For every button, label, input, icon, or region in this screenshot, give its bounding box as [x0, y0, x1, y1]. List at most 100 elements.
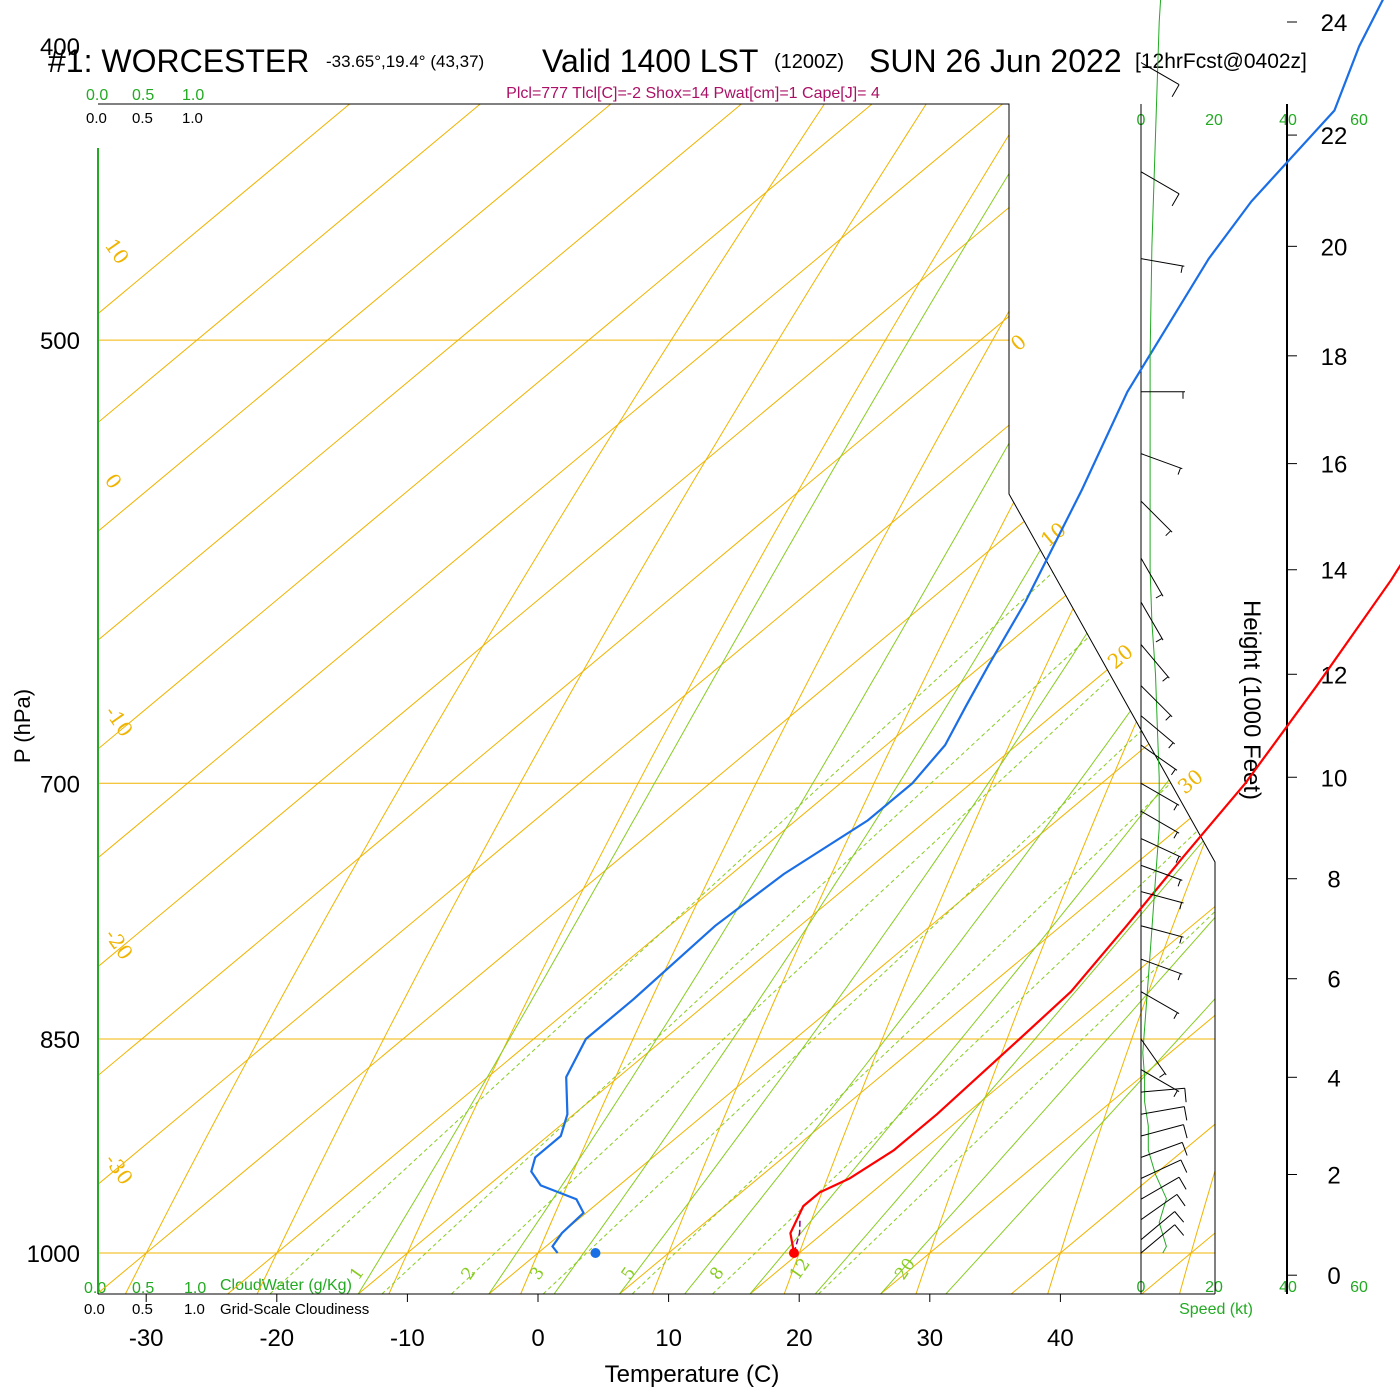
bottom-green-tick-0: 0.0: [84, 1280, 106, 1297]
dry-adiabat-line: [915, 104, 1215, 1294]
wind-barb-shaft: [1140, 838, 1182, 858]
isotherm-line: [98, 104, 1003, 1294]
speed-axis-label: Speed (kt): [1179, 1301, 1253, 1318]
wind-barb-shaft: [1140, 1159, 1182, 1179]
height-tick-label: 2: [1327, 1162, 1340, 1189]
dry-adiabat-line: [1311, 104, 1400, 1294]
mixing-ratio-label: 5: [618, 1264, 641, 1284]
isotherm-line: [357, 104, 1215, 1294]
mixing-ratio-label: 3: [526, 1264, 549, 1284]
wind-barb-flag: [1183, 1124, 1188, 1139]
wind-barb: [1140, 1038, 1167, 1078]
wind-speed-line: [1142, 0, 1167, 1254]
wind-barb-shaft: [1140, 500, 1173, 533]
moist-adiabat-line: [684, 104, 1215, 1294]
top-speed-tick-1: 20: [1205, 112, 1223, 129]
wind-barb-half-flag: [1177, 879, 1181, 887]
isotherm-label-right: 30: [1173, 764, 1208, 799]
temperature-tick-label: -10: [390, 1325, 425, 1352]
top-speed-tick-3: 60: [1350, 112, 1368, 129]
isotherm-line: [98, 104, 1215, 1294]
wind-barb: [1140, 258, 1185, 273]
isotherm-label-left: 0: [100, 469, 127, 493]
isotherm-label-left: -10: [100, 701, 138, 741]
isotherm-line: [98, 104, 742, 1294]
wind-barb-shaft: [1140, 1211, 1176, 1241]
temperature-tick-label: -20: [259, 1325, 294, 1352]
wind-barb: [1140, 1224, 1185, 1254]
top-black-tick-1: 0.5: [132, 110, 153, 127]
wind-barb-flag: [1176, 1194, 1186, 1207]
wind-barb: [1140, 391, 1186, 399]
mixing-ratio-line: [712, 104, 1215, 1294]
wind-barb-shaft: [1140, 1087, 1185, 1093]
mixing-ratio-line: [542, 104, 1215, 1294]
x-axis-label: Temperature (C): [605, 1361, 780, 1388]
wind-barb: [1140, 1106, 1188, 1121]
isotherm-line: [619, 104, 1215, 1294]
temperature-tick-label: 10: [655, 1325, 682, 1352]
wind-barb: [1140, 1124, 1188, 1139]
wind-barb-shaft: [1140, 171, 1180, 195]
wind-barb: [1140, 62, 1180, 97]
wind-barb-shaft: [1140, 601, 1164, 641]
isotherm-line: [98, 104, 1134, 1294]
wind-barb-flag: [1174, 1211, 1185, 1223]
height-tick-label: 20: [1321, 234, 1348, 261]
dry-adiabat-line: [520, 104, 1131, 1294]
wind-barb: [1140, 1159, 1188, 1179]
valid-time: Valid 1400 LST: [542, 43, 758, 79]
wind-barb-shaft: [1140, 1193, 1178, 1221]
wind-barb-half-flag: [1173, 804, 1178, 811]
wind-barb-flag: [1180, 1159, 1188, 1173]
wind-barb-flag: [1171, 193, 1180, 207]
temperature-tick-label: -30: [129, 1325, 164, 1352]
bottom-speed-tick-1: 20: [1205, 1279, 1223, 1296]
wind-barb-half-flag: [1179, 936, 1183, 944]
y-axis-label: P (hPa): [10, 689, 35, 763]
wind-barb: [1140, 744, 1178, 776]
top-green-tick-0: 0.0: [86, 87, 108, 104]
temperature-tick-label: 0: [531, 1325, 544, 1352]
wind-barb-half-flag: [1179, 902, 1183, 910]
wind-barb-flag: [1183, 1106, 1188, 1121]
dry-adiabat-line: [1047, 104, 1215, 1294]
wind-barb-half-flag: [1173, 1012, 1178, 1019]
wind-barb: [1140, 557, 1164, 599]
wind-barb: [1140, 171, 1180, 207]
wind-barb-shaft: [1140, 782, 1180, 806]
temperature-tick-label: 20: [786, 1325, 813, 1352]
isotherm-label-left: 10: [100, 234, 134, 269]
station-coords: -33.65°,19.4° (43,37): [326, 52, 484, 71]
height-tick-label: 10: [1321, 765, 1348, 792]
mixing-ratio-label: 20: [891, 1255, 920, 1284]
dewpoint-line: [530, 0, 1384, 1254]
wind-barb: [1140, 1141, 1188, 1158]
wind-barb-half-flag: [1168, 742, 1174, 749]
wind-barb-flag: [1174, 1224, 1185, 1236]
bottom-black-tick-0: 0.0: [84, 1301, 105, 1318]
mixing-ratio-label: 2: [457, 1264, 480, 1284]
height-tick-label: 0: [1327, 1263, 1340, 1290]
wind-barb-half-flag: [1177, 973, 1181, 981]
wind-barb-flag: [1184, 1088, 1187, 1103]
pressure-tick-label: 700: [40, 771, 80, 798]
temperature-tick-label: 40: [1047, 1325, 1074, 1352]
isotherm-line: [98, 104, 350, 1294]
wind-barb: [1140, 1087, 1187, 1103]
pressure-tick-label: 400: [40, 34, 80, 61]
axis-ticks: 2503004005007008501000-30-20-10010203040…: [27, 10, 1348, 1352]
dry-adiabat-line: [124, 104, 825, 1294]
isotherm-label-left: -20: [100, 924, 138, 964]
temperature-line: [789, 563, 1400, 1254]
wind-barb-shaft: [1140, 644, 1170, 679]
wind-barb: [1140, 601, 1164, 643]
wind-barb-shaft: [1140, 1124, 1184, 1137]
top-black-tick-2: 1.0: [182, 110, 203, 127]
height-tick-label: 14: [1321, 558, 1348, 585]
isotherm-label-right: 20: [1103, 639, 1138, 674]
wind-barb-flag: [1171, 84, 1180, 97]
temperature-tick-label: 30: [916, 1325, 943, 1352]
moist-adiabat-line: [945, 104, 1215, 1294]
